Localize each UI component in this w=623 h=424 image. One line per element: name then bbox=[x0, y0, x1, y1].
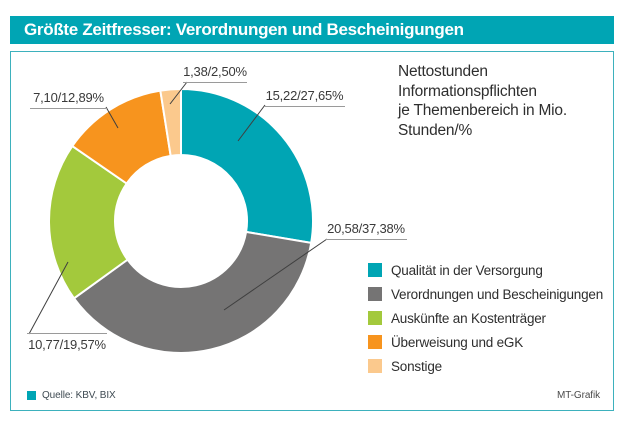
legend-label: Auskünfte an Kostenträger bbox=[391, 310, 546, 326]
leader-line-2 bbox=[28, 261, 69, 335]
subtitle-line: Informationspflichten bbox=[398, 82, 537, 100]
chart-subtitle: Nettostunden Informationspflichten je Th… bbox=[398, 62, 608, 140]
source-note: Quelle: KBV, BIX bbox=[27, 390, 116, 401]
legend-swatch-icon bbox=[368, 311, 382, 325]
slice-value-label-1: 20,58/37,38% bbox=[325, 221, 407, 240]
leader-line-3 bbox=[105, 106, 119, 129]
donut-slice-4 bbox=[159, 87, 182, 157]
legend-swatch-icon bbox=[368, 287, 382, 301]
slice-value-label-0: 15,22/27,65% bbox=[264, 88, 345, 107]
legend-item-4: Sonstige bbox=[368, 358, 603, 374]
donut-slices bbox=[48, 87, 314, 354]
legend-item-1: Verordnungen und Bescheinigungen bbox=[368, 286, 604, 302]
leader-line-0 bbox=[237, 104, 266, 142]
subtitle-line: Stunden/% bbox=[398, 121, 473, 139]
donut-slice-1 bbox=[72, 230, 313, 354]
leader-line-1 bbox=[223, 238, 328, 311]
donut-slice-0 bbox=[180, 87, 314, 245]
slice-value-label-2: 10,77/19,57% bbox=[27, 333, 107, 352]
slice-value-label-3: 7,10/12,89% bbox=[30, 90, 107, 109]
legend-swatch-icon bbox=[368, 335, 382, 349]
legend-item-3: Überweisung und eGK bbox=[368, 334, 603, 350]
legend: Qualität in der Versorgung Verordnungen u… bbox=[368, 263, 603, 383]
subtitle-line: je Themenbereich in Mio. bbox=[398, 102, 567, 119]
title-bar: Größte Zeitfresser: Verordnungen und Bes… bbox=[10, 16, 614, 44]
donut-slice-2 bbox=[48, 144, 129, 300]
slice-value-label-4: 1,38/2,50% bbox=[183, 64, 247, 83]
source-square-icon bbox=[27, 391, 36, 400]
source-text: Quelle: KBV, BIX bbox=[42, 390, 116, 401]
leader-lines bbox=[28, 81, 328, 335]
legend-label: Überweisung und eGK bbox=[391, 334, 524, 350]
leader-line-4 bbox=[169, 81, 188, 105]
legend-label: Verordnungen und Bescheinigungen bbox=[391, 286, 604, 302]
legend-label: Qualität in der Versorgung bbox=[391, 262, 543, 278]
page-title: Größte Zeitfresser: Verordnungen und Bes… bbox=[24, 20, 464, 39]
credit-text: MT-Grafik bbox=[557, 390, 600, 401]
legend-item-0: Qualität in der Versorgung bbox=[368, 262, 603, 278]
legend-label: Sonstige bbox=[391, 358, 442, 374]
subtitle-line: Nettostunden bbox=[398, 63, 488, 80]
legend-item-2: Auskünfte an Kostenträger bbox=[368, 310, 603, 326]
legend-swatch-icon bbox=[368, 263, 382, 277]
legend-swatch-icon bbox=[368, 359, 382, 373]
